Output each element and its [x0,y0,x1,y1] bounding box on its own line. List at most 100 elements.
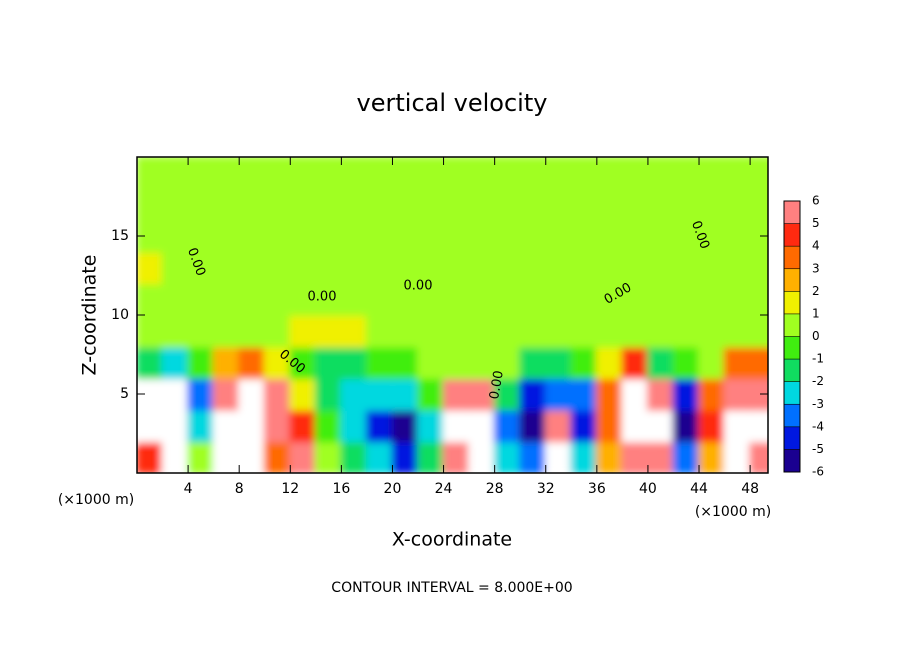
colorbar-band [784,291,800,314]
cell [238,157,266,190]
cell [570,440,598,473]
cell [212,314,241,348]
cell [391,440,420,473]
cell [672,282,701,316]
cell [187,408,215,443]
x-tick-label: 24 [435,481,453,497]
cell [749,408,768,443]
cell [468,187,496,222]
x-tick-label: 32 [537,481,555,497]
cell [698,250,726,285]
cell [289,250,317,285]
cell [238,345,266,380]
chart-title: vertical velocity [357,89,548,117]
cell [137,408,164,443]
cell [749,250,768,285]
cell [417,157,445,190]
cell [749,219,768,253]
cell [544,440,573,473]
cell [365,345,394,380]
cell [672,250,701,285]
cell [468,219,496,253]
cell [391,157,420,190]
cell [672,314,701,348]
cell [417,314,445,348]
cell [468,282,496,316]
cell [493,408,522,443]
cell [238,440,266,473]
cell [544,187,573,222]
cell [519,377,547,411]
cell [570,377,598,411]
cell [595,187,624,222]
cell [493,314,522,348]
cell [187,187,215,222]
colorbar-label: -2 [812,374,824,388]
cell [238,250,266,285]
cell [595,250,624,285]
cell [646,187,675,222]
cell [391,282,420,316]
cell [646,440,675,473]
cell [365,314,394,348]
cell [314,377,343,411]
cell [621,187,649,222]
cell [391,250,420,285]
x-tick-label: 16 [332,481,350,497]
cell [570,219,598,253]
cell [442,282,471,316]
cell [595,377,624,411]
colorbar-band [784,336,800,360]
cell [595,345,624,380]
cell [442,187,471,222]
cell [391,314,420,348]
cell [161,377,190,411]
cell [646,219,675,253]
cell [391,345,420,380]
cell [442,314,471,348]
cell [646,345,675,380]
cell [519,408,547,443]
cell [442,345,471,380]
cell [468,157,496,190]
x-tick-label: 4 [184,481,193,497]
cell [723,250,752,285]
cell [698,440,726,473]
cell [672,440,701,473]
cell [238,219,266,253]
cell [340,250,368,285]
cell [187,377,215,411]
x-tick-label: 28 [486,481,504,497]
cell [263,219,292,253]
cell [289,377,317,411]
cell [137,282,164,316]
cell [595,219,624,253]
cell [187,157,215,190]
cell [137,345,164,380]
cell [340,219,368,253]
cell [137,314,164,348]
colorbar-band [784,201,800,224]
cell [365,282,394,316]
cell [519,157,547,190]
cell [417,187,445,222]
cell [238,187,266,222]
cell [263,377,292,411]
cell [212,440,241,473]
cell [570,250,598,285]
colorbar-label: 3 [812,261,820,275]
cell [468,377,496,411]
colorbar-band [784,268,800,292]
cell [314,345,343,380]
contour-label: 0.00 [404,279,433,294]
cell [289,282,317,316]
cell [137,250,164,285]
footer: CONTOUR INTERVAL = 8.000E+00 [331,580,572,596]
cell [314,440,343,473]
cell [314,157,343,190]
cell [749,345,768,380]
cell [212,345,241,380]
cell [137,157,164,190]
cell [442,377,471,411]
